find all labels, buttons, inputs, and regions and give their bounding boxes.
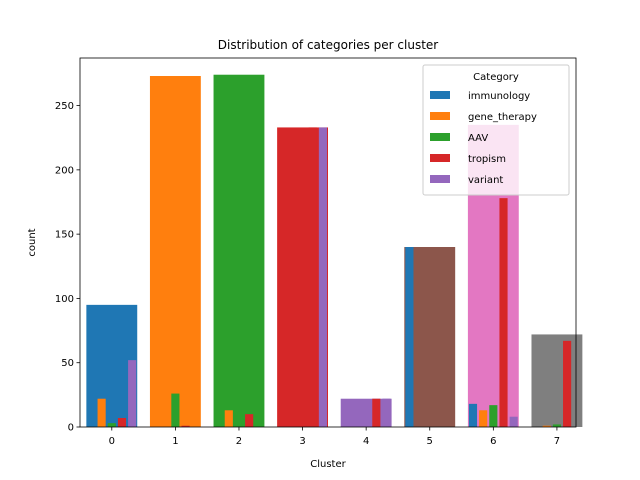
- x-tick-label: 1: [172, 436, 178, 447]
- legend-label-tropism: tropism: [468, 154, 506, 165]
- x-axis: 0 1 2 3 4 5 6 7: [109, 427, 560, 447]
- legend-label-AAV: AAV: [468, 133, 488, 144]
- bar-tropism-cluster-2: [245, 414, 254, 427]
- legend-swatch-variant: [430, 175, 450, 183]
- bar-variant-cluster-4: [382, 398, 391, 427]
- bar-AAV-cluster-6: [489, 405, 498, 427]
- legend-swatch-AAV: [430, 133, 450, 141]
- x-tick-label: 7: [554, 436, 560, 447]
- plot-frame: [79, 57, 577, 428]
- chart-title: Distribution of categories per cluster: [218, 38, 439, 52]
- legend-label-gene_therapy: gene_therapy: [468, 112, 537, 123]
- x-axis-label: Cluster: [310, 459, 346, 470]
- legend-box: [422, 64, 570, 196]
- bar-variant-cluster-3: [318, 127, 327, 427]
- bar-immunology-cluster-6: [468, 403, 478, 427]
- bar-tropism-cluster-4: [372, 398, 381, 427]
- bar-AAV-cluster-0: [107, 423, 116, 427]
- y-axis-label: count: [27, 228, 38, 256]
- x-tick-label: 5: [427, 436, 433, 447]
- bar-tropism-cluster-6: [499, 198, 508, 427]
- x-tick-label: 2: [236, 436, 242, 447]
- y-tick-label: 0: [68, 423, 74, 434]
- legend-label-immunology: immunology: [468, 91, 530, 102]
- bar-immunology-cluster-5: [405, 247, 414, 427]
- bar-tropism-cluster-3: [308, 127, 317, 427]
- bar-AAV-cluster-1: [171, 393, 180, 427]
- bar-gene_therapy-cluster-2: [224, 410, 233, 427]
- bar-variant-cluster-6: [509, 416, 518, 427]
- bar-gene_therapy-cluster-6: [479, 410, 488, 427]
- total-bar-cluster-2: [213, 74, 265, 427]
- legend: Category immunology gene_therapy AAV tropis…: [422, 64, 570, 196]
- y-tick-label: 100: [55, 294, 74, 305]
- legend-swatch-gene_therapy: [430, 112, 450, 120]
- y-tick-label: 50: [61, 358, 74, 369]
- category-bars: [97, 127, 572, 427]
- total-bar-cluster-7: [531, 334, 583, 427]
- bar-tropism-cluster-7: [563, 340, 572, 427]
- legend-items: immunology gene_therapy AAV tropism variant: [430, 91, 537, 186]
- legend-label-variant: variant: [468, 175, 503, 186]
- bar-tropism-cluster-1: [181, 425, 190, 427]
- bar-AAV-cluster-7: [552, 424, 561, 427]
- bar-gene_therapy-cluster-0: [97, 398, 106, 427]
- x-tick-label: 3: [299, 436, 305, 447]
- y-axis: 0 50 100 150 200 250: [55, 101, 80, 434]
- y-tick-label: 250: [55, 101, 74, 112]
- legend-swatch-tropism: [430, 154, 450, 162]
- x-tick-label: 4: [363, 436, 369, 447]
- bar-tropism-cluster-0: [117, 418, 127, 427]
- x-tick-label: 0: [109, 436, 115, 447]
- bar-variant-cluster-0: [128, 360, 137, 427]
- x-tick-label: 6: [490, 436, 496, 447]
- y-tick-label: 200: [55, 165, 74, 176]
- bar-gene_therapy-cluster-7: [542, 425, 551, 427]
- legend-title: Category: [473, 72, 519, 83]
- total-bar-cluster-1: [149, 76, 201, 427]
- y-tick-label: 150: [55, 230, 74, 241]
- legend-swatch-immunology: [430, 91, 450, 99]
